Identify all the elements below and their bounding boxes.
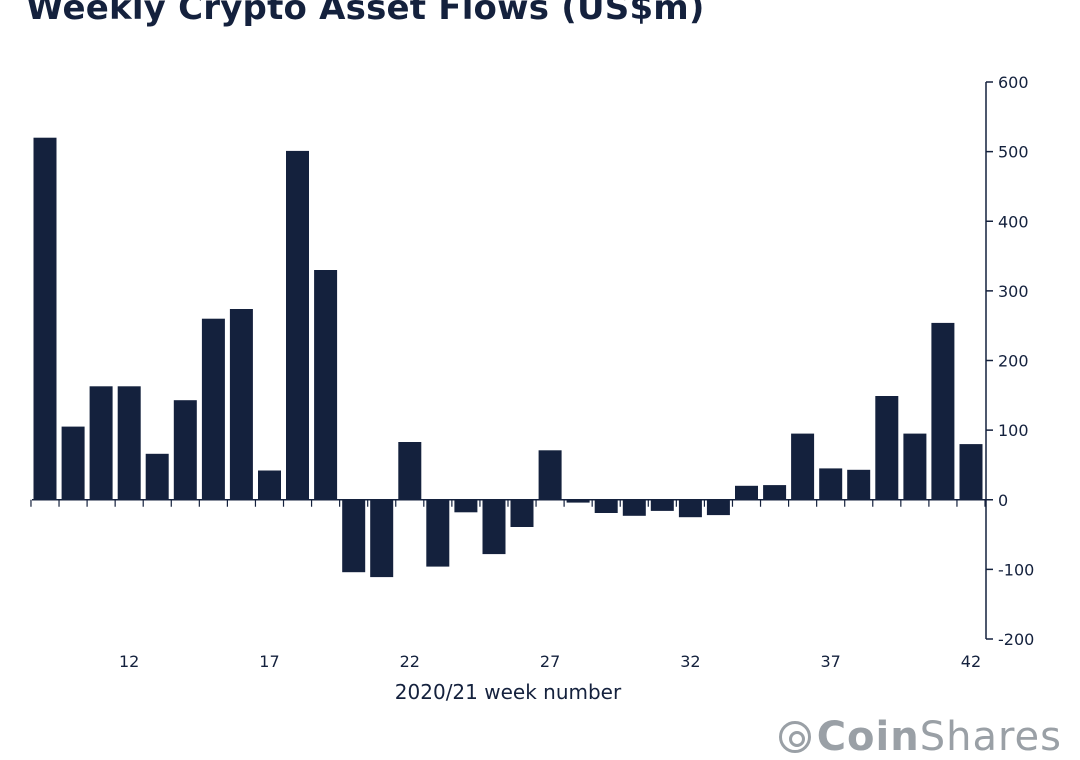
bar-week-24 — [454, 499, 478, 513]
logo-suffix: Shares — [919, 714, 1062, 760]
bar-week-35 — [763, 485, 787, 500]
chart-title: Weekly Crypto Asset Flows (US$m) — [26, 0, 705, 28]
bar-week-22 — [398, 442, 422, 500]
y-tick-label: 400 — [998, 212, 1029, 231]
bar-week-37 — [819, 468, 843, 500]
y-tick-label: 0 — [998, 491, 1008, 510]
bars-group — [33, 137, 983, 578]
bar-week-25 — [482, 499, 506, 555]
bar-week-21 — [370, 499, 394, 578]
bar-week-17 — [258, 470, 281, 500]
bar-week-28 — [566, 499, 590, 503]
bar-week-29 — [594, 499, 618, 513]
bar-week-10 — [61, 426, 85, 500]
y-tick-label: 200 — [998, 352, 1029, 371]
bar-week-32 — [678, 499, 702, 518]
bar-week-9 — [33, 137, 57, 500]
bar-week-19 — [314, 270, 338, 500]
axes-group: 12 17 22 27 32 37 42 600 500 400 300 200 100 0 -100 -20… — [30, 73, 1034, 671]
x-tick-label: 37 — [821, 652, 841, 671]
bar-week-33 — [706, 499, 730, 516]
bar-week-40 — [903, 433, 927, 500]
y-tick-label: -100 — [998, 560, 1034, 579]
bar-week-38 — [847, 469, 871, 500]
bar-week-16 — [229, 309, 253, 500]
x-axis-title: 2020/21 week number — [395, 680, 622, 704]
y-tick-label: 500 — [998, 143, 1029, 162]
bar-week-26 — [510, 499, 534, 527]
logo-wordmark: CoinShares — [817, 714, 1062, 760]
y-tick-label: 600 — [998, 73, 1029, 92]
bar-week-20 — [342, 499, 366, 573]
bar-week-42 — [959, 444, 983, 500]
bar-week-36 — [791, 433, 815, 500]
x-tick-label: 42 — [961, 652, 981, 671]
bar-week-12 — [117, 386, 141, 500]
bar-week-13 — [145, 453, 169, 500]
x-tick-label: 27 — [540, 652, 560, 671]
coinshares-logo-icon — [778, 721, 811, 753]
bar-week-30 — [622, 499, 646, 516]
bar-week-11 — [89, 386, 113, 500]
x-tick-label: 22 — [400, 652, 420, 671]
bar-week-18 — [286, 150, 309, 500]
bar-week-14 — [173, 400, 197, 500]
bar-week-23 — [426, 499, 450, 567]
bar-week-39 — [875, 396, 899, 500]
logo-prefix: Coin — [816, 714, 920, 760]
y-tick-label: 100 — [998, 421, 1029, 440]
x-tick-label: 32 — [680, 652, 700, 671]
bar-week-27 — [538, 450, 562, 500]
coinshares-logo: CoinShares — [778, 714, 1062, 760]
y-tick-label: -200 — [998, 630, 1034, 649]
x-tick-label: 17 — [259, 652, 279, 671]
bar-week-15 — [201, 318, 225, 500]
bar-week-31 — [650, 499, 674, 511]
bar-week-34 — [735, 485, 758, 500]
bar-week-41 — [931, 322, 955, 500]
y-tick-label: 300 — [998, 282, 1029, 301]
x-tick-label: 12 — [119, 652, 139, 671]
